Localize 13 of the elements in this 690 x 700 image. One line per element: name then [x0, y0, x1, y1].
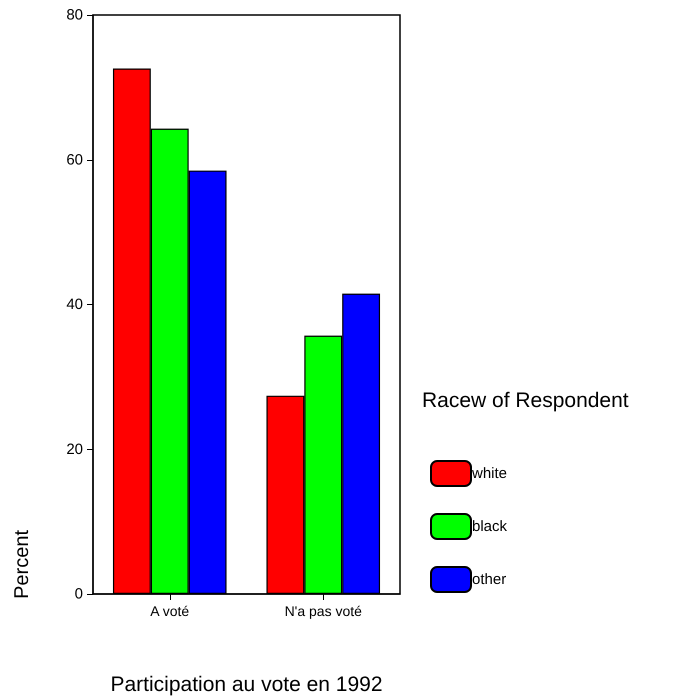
y-tick-label: 60 — [66, 151, 83, 168]
x-tick-label: A voté — [150, 603, 190, 619]
legend-label: other — [472, 571, 506, 588]
legend-title: Racew of Respondent — [422, 389, 629, 412]
y-tick-label: 80 — [66, 6, 83, 24]
y-tick-label: 40 — [66, 296, 83, 313]
legend-label: black — [472, 518, 508, 535]
y-tick-label: 0 — [74, 586, 83, 602]
legend-label: white — [471, 465, 508, 482]
x-axis-title: Participation au vote en 1992 — [110, 673, 383, 696]
y-axis-title: Percent — [11, 530, 33, 599]
x-tick-label: N'a pas voté — [284, 603, 362, 619]
y-tick-label: 20 — [66, 440, 83, 458]
